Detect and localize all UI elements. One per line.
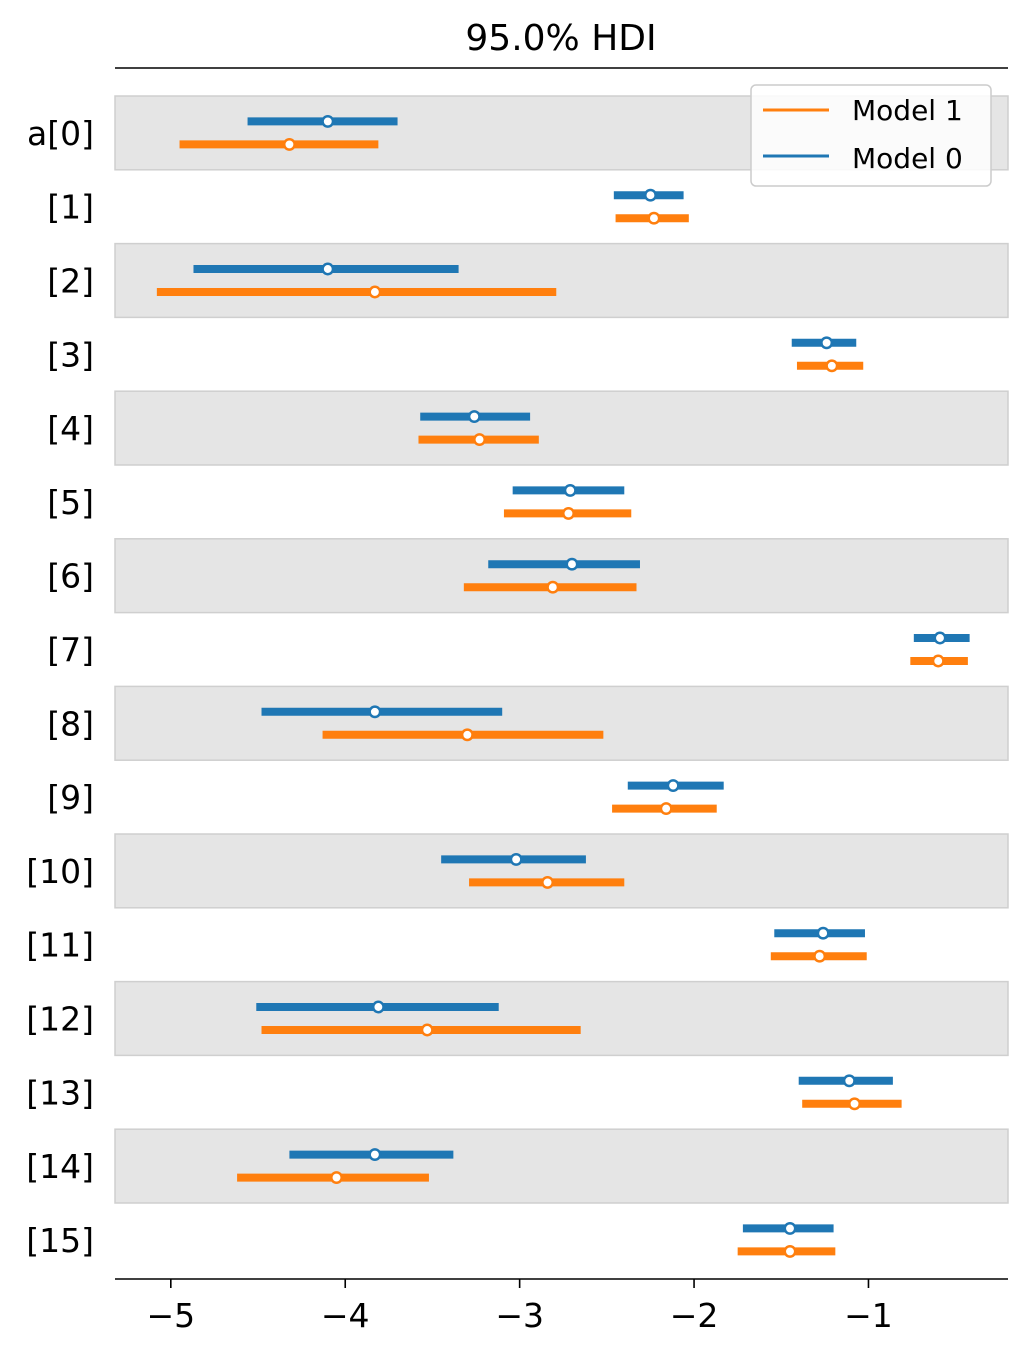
row-band bbox=[114, 685, 1009, 761]
row-band bbox=[114, 980, 1009, 1057]
point-estimate bbox=[541, 875, 554, 889]
point-estimate bbox=[933, 631, 947, 645]
row-band bbox=[114, 242, 1009, 319]
y-tick-label: [3] bbox=[47, 335, 94, 374]
point-estimate bbox=[842, 1074, 856, 1088]
point-estimate bbox=[546, 580, 560, 594]
y-tick-label: [12] bbox=[26, 1000, 94, 1039]
point-estimate bbox=[647, 211, 661, 225]
chart-title: 95.0% HDI bbox=[465, 18, 656, 59]
point-estimate bbox=[368, 705, 382, 719]
hdi-intervals bbox=[156, 114, 970, 1258]
row-band bbox=[114, 1128, 1009, 1204]
point-estimate bbox=[848, 1097, 861, 1111]
row-band bbox=[114, 390, 1009, 466]
point-estimate bbox=[473, 433, 486, 447]
row-band bbox=[114, 833, 1009, 909]
x-tick-label: −2 bbox=[670, 1296, 719, 1335]
y-tick-label: a[0] bbox=[27, 114, 94, 153]
x-tick-label: −1 bbox=[844, 1296, 893, 1335]
point-estimate bbox=[330, 1171, 343, 1185]
x-tick-label: −5 bbox=[146, 1296, 195, 1335]
point-estimate bbox=[460, 728, 474, 742]
y-tick-label: [14] bbox=[26, 1147, 94, 1186]
y-tick-label: [15] bbox=[26, 1221, 94, 1260]
point-estimate bbox=[368, 285, 382, 299]
point-estimate bbox=[783, 1244, 797, 1258]
x-tick-label: −4 bbox=[321, 1296, 370, 1335]
y-tick-label: [4] bbox=[47, 409, 94, 448]
point-estimate bbox=[816, 926, 830, 940]
legend: Model 1 Model 0 bbox=[750, 84, 992, 187]
y-tick-label: [7] bbox=[47, 631, 94, 670]
point-estimate bbox=[666, 779, 680, 793]
point-estimate bbox=[931, 654, 945, 668]
point-estimate bbox=[321, 114, 335, 128]
y-tick-label: [1] bbox=[47, 188, 94, 227]
y-tick-label: [8] bbox=[47, 704, 94, 743]
point-estimate bbox=[565, 557, 579, 571]
x-tick-label: −3 bbox=[495, 1296, 544, 1335]
legend-label-model-1: Model 1 bbox=[852, 94, 963, 127]
y-tick-label: [5] bbox=[47, 483, 94, 522]
point-estimate bbox=[467, 410, 481, 424]
point-estimate bbox=[371, 1000, 385, 1014]
y-tick-label: [6] bbox=[47, 557, 94, 596]
point-estimate bbox=[282, 137, 296, 151]
point-estimate bbox=[563, 483, 577, 497]
point-estimate bbox=[813, 949, 827, 963]
y-tick-label: [13] bbox=[26, 1073, 94, 1112]
point-estimate bbox=[420, 1023, 434, 1037]
y-tick-label: [11] bbox=[26, 926, 94, 965]
point-estimate bbox=[783, 1221, 797, 1235]
point-estimate bbox=[509, 852, 523, 866]
y-tick-label: [10] bbox=[26, 852, 94, 891]
point-estimate bbox=[644, 188, 657, 202]
row-band bbox=[114, 538, 1009, 614]
point-estimate bbox=[659, 802, 673, 816]
x-ticks: −5 −4 −3 −2 −1 bbox=[146, 1279, 893, 1335]
point-estimate bbox=[562, 506, 575, 520]
point-estimate bbox=[368, 1148, 382, 1162]
y-tick-label: [9] bbox=[47, 778, 94, 817]
y-tick-label: [2] bbox=[47, 262, 94, 301]
y-tick-labels: a[0] [1] [2] [3] [4] [5] [6] [7] [8] [9] [10] [11] [… bbox=[26, 114, 94, 1260]
point-estimate bbox=[825, 359, 839, 373]
point-estimate bbox=[321, 262, 335, 276]
legend-label-model-0: Model 0 bbox=[852, 142, 963, 175]
row-bands bbox=[114, 95, 1009, 1204]
point-estimate bbox=[820, 336, 834, 350]
